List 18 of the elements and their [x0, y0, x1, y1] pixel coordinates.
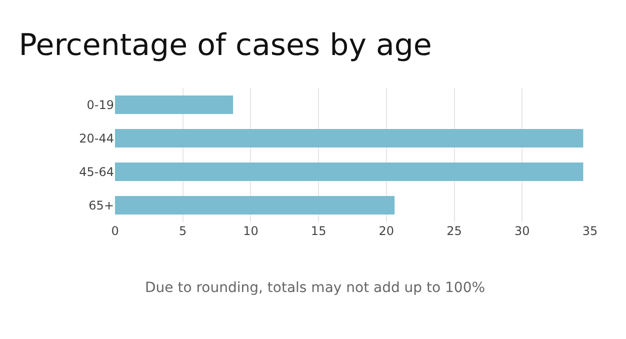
x-tick-label: 20: [378, 224, 394, 238]
bar: [115, 129, 584, 148]
x-tick-label: 15: [310, 224, 326, 238]
bar: [115, 96, 234, 114]
y-tick-label: 0-19: [86, 98, 114, 112]
x-tick-label: 35: [582, 224, 598, 238]
x-tick-label: 30: [514, 224, 530, 238]
bar: [115, 162, 584, 181]
x-tick-label: 0: [111, 224, 119, 238]
text: Due to rounding, totals may not add up to 100%: [145, 280, 486, 296]
bar: [115, 196, 395, 214]
y-tick-label: 20-44: [79, 131, 114, 146]
x-tick-label: 10: [243, 224, 258, 238]
chart-title: Percentage of cases by age: [18, 28, 432, 63]
x-tick-label: 5: [179, 224, 187, 238]
y-tick-label: 45-64: [79, 164, 114, 179]
y-tick-label: 65+: [88, 198, 114, 212]
x-tick-label: 25: [446, 224, 462, 238]
